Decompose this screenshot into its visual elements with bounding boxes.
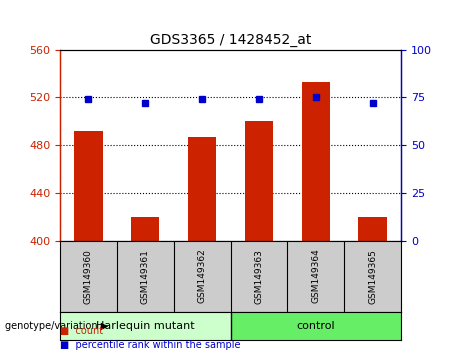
Text: GSM149362: GSM149362 — [198, 249, 207, 303]
Text: ■  count: ■ count — [60, 326, 103, 336]
Text: GSM149363: GSM149363 — [254, 249, 263, 304]
Text: control: control — [296, 321, 335, 331]
Text: GSM149364: GSM149364 — [311, 249, 320, 303]
Title: GDS3365 / 1428452_at: GDS3365 / 1428452_at — [150, 33, 311, 47]
Bar — [60, 312, 230, 340]
Bar — [230, 312, 401, 340]
Text: Harlequin mutant: Harlequin mutant — [96, 321, 195, 331]
Text: genotype/variation ▶: genotype/variation ▶ — [5, 321, 108, 331]
Text: GSM149360: GSM149360 — [84, 249, 93, 304]
Bar — [301, 82, 330, 241]
Bar — [74, 131, 102, 241]
Bar — [358, 217, 387, 241]
Bar — [131, 217, 160, 241]
Text: GSM149361: GSM149361 — [141, 249, 150, 304]
Bar — [245, 121, 273, 241]
Text: GSM149365: GSM149365 — [368, 249, 377, 304]
Text: ■  percentile rank within the sample: ■ percentile rank within the sample — [60, 340, 241, 350]
Bar — [188, 137, 216, 241]
